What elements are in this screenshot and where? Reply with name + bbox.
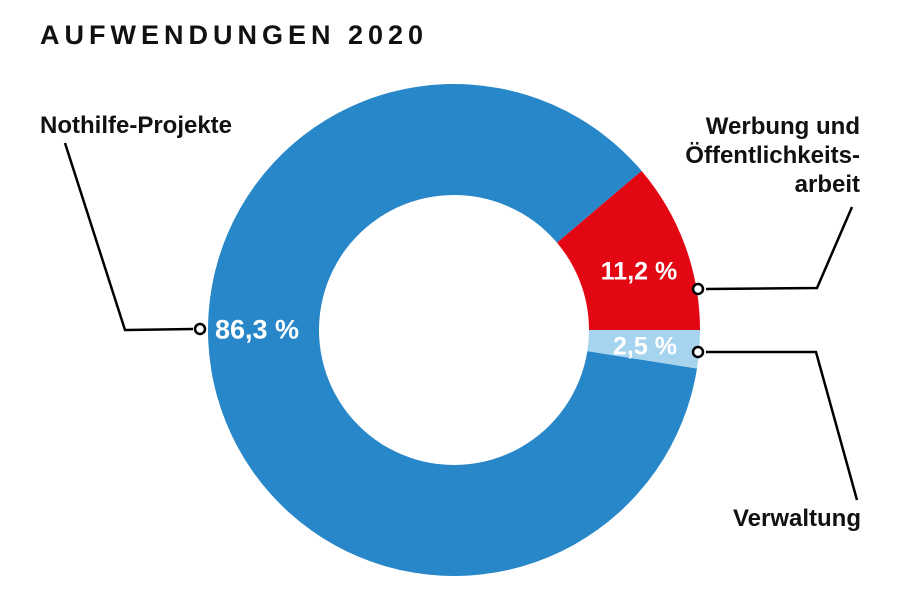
chart-title: AUFWENDUNGEN 2020 bbox=[40, 20, 429, 50]
callout-marker-verwaltung bbox=[691, 345, 705, 359]
value-label-nothilfe: 86,3 % bbox=[214, 314, 300, 345]
callout-label-werbung-line2: Öffentlichkeits- bbox=[685, 142, 860, 169]
callout-marker-nothilfe bbox=[193, 322, 207, 336]
leader-line-verwaltung bbox=[706, 350, 859, 501]
donut-slices bbox=[207, 83, 700, 576]
value-label-verwaltung: 2,5 % bbox=[613, 332, 677, 361]
pie-slice-verwaltung bbox=[587, 330, 700, 369]
callout-leaders bbox=[63, 142, 859, 501]
callout-label-verwaltung: Verwaltung bbox=[732, 505, 861, 532]
callout-label-werbung-line3: arbeit bbox=[794, 171, 860, 198]
callout-marker-werbung bbox=[691, 282, 705, 296]
leader-line-nothilfe bbox=[63, 142, 194, 332]
pie-slice-werbung-und-ffentlichkeitsarbeit bbox=[556, 170, 700, 330]
pie-slice-nothilfe-projekte bbox=[207, 83, 697, 576]
callout-label-werbung-line1: Werbung und bbox=[705, 113, 860, 140]
value-label-werbung: 11,2 % bbox=[600, 257, 678, 286]
callout-label-werbung: Werbung und Öffentlichkeits- arbeit bbox=[685, 112, 860, 199]
callout-label-nothilfe: Nothilfe-Projekte bbox=[40, 112, 233, 139]
leader-line-werbung bbox=[705, 206, 854, 291]
